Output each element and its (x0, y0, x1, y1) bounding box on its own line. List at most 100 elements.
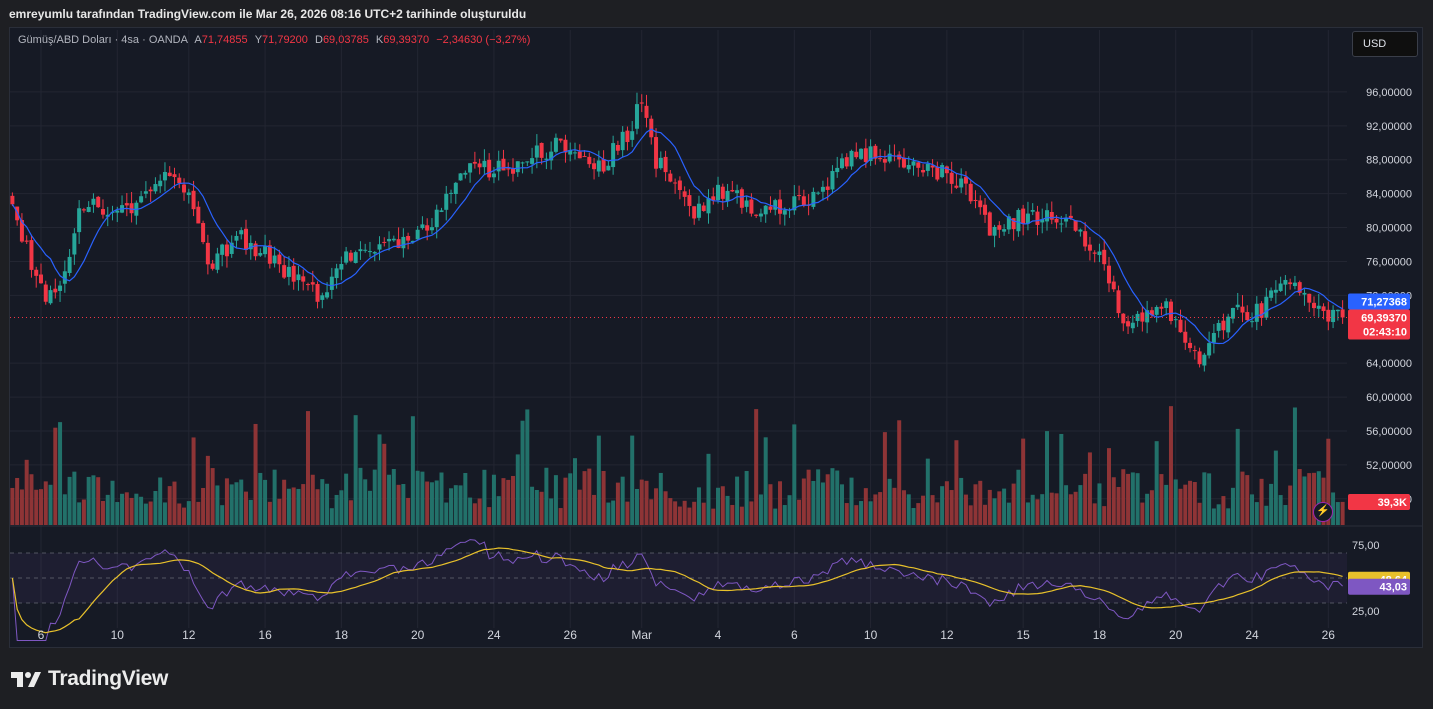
volume-bar (849, 477, 854, 525)
candle-body (754, 214, 759, 216)
candle-body (1173, 319, 1178, 321)
candle-body (1254, 303, 1259, 322)
volume-bar (110, 480, 115, 525)
symbol-name[interactable]: Gümüş/ABD Doları · 4sa · OANDA (18, 34, 188, 46)
candle-body (1073, 220, 1078, 231)
volume-bar (739, 506, 744, 525)
candle-body (1221, 320, 1226, 331)
candle-body (115, 210, 120, 213)
volume-bar (162, 502, 167, 525)
candle-body (801, 196, 806, 206)
volume-bar (1106, 448, 1111, 525)
volume-bar (1054, 493, 1059, 525)
volume-bar (506, 479, 511, 525)
last-price-badge-text: 69,39370 (1361, 312, 1407, 324)
candle-body (377, 244, 382, 250)
volume-bar (1035, 499, 1040, 525)
candle-body (305, 284, 310, 286)
candle-body (24, 240, 29, 242)
candle-body (906, 164, 911, 170)
volume-bar (1102, 506, 1107, 525)
candle-body (615, 144, 620, 151)
volume-bar (372, 469, 377, 525)
candle-body (1326, 309, 1331, 322)
candle-body (816, 192, 821, 194)
volume-bar (534, 489, 539, 525)
candle-body (1178, 319, 1183, 333)
volume-bar (215, 485, 220, 525)
volume-bar (1245, 475, 1250, 525)
volume-bar (744, 470, 749, 525)
candle-body (553, 137, 558, 152)
volume-bar (1021, 438, 1026, 525)
candle-body (67, 256, 72, 273)
candle-body (291, 265, 296, 282)
volume-bar (844, 503, 849, 525)
close-value: 69,39370 (383, 34, 430, 46)
volume-bar (468, 497, 473, 525)
volume-bar (401, 484, 406, 525)
time-tick-label: 12 (182, 628, 196, 642)
volume-bar (1092, 503, 1097, 525)
volume-bar (572, 458, 577, 525)
volume-bar (949, 490, 954, 525)
price-tick-label: 96,00000 (1366, 87, 1412, 99)
lightning-icon[interactable]: ⚡ (1313, 502, 1333, 522)
candle-body (1278, 283, 1283, 291)
candle-body (1049, 211, 1054, 220)
volume-bar (234, 482, 239, 525)
volume-bar (1211, 508, 1216, 525)
candle-body (916, 162, 921, 168)
tradingview-logo[interactable]: TradingView (11, 667, 168, 691)
volume-bar (1297, 469, 1302, 525)
candle-body (520, 162, 525, 164)
candle-body (434, 209, 439, 228)
volume-bar (1087, 452, 1092, 525)
volume-bar (963, 494, 968, 525)
candle-body (682, 191, 687, 197)
volume-bar (19, 489, 24, 525)
currency-button[interactable]: USD (1352, 31, 1418, 57)
volume-bar (296, 488, 301, 525)
volume-bar (1221, 496, 1226, 525)
candle-body (253, 243, 258, 257)
candle-body (515, 161, 520, 173)
volume-bar (1006, 502, 1011, 525)
volume-bar (544, 467, 549, 525)
volume-bar (611, 500, 616, 525)
volume-bar (549, 498, 554, 525)
candle-body (139, 196, 144, 203)
volume-bar (515, 454, 520, 525)
chart-caption: emreyumlu tarafından TradingView.com ile… (9, 7, 527, 21)
candle-body (48, 290, 53, 304)
candle-body (606, 165, 611, 171)
volume-bar (987, 489, 992, 525)
price-tick-label: 60,00000 (1366, 392, 1412, 404)
candle-body (1259, 303, 1264, 318)
chart-frame[interactable] (9, 27, 1423, 648)
candle-body (387, 238, 392, 242)
volume-bar (716, 487, 721, 525)
time-tick-label: 10 (111, 628, 125, 642)
volume-bar (53, 427, 58, 525)
volume-bar (58, 422, 63, 525)
change-value: −2,34630 (−3,27%) (436, 34, 531, 46)
candle-body (1192, 350, 1197, 352)
volume-bar (1178, 488, 1183, 525)
volume-bar (692, 501, 697, 525)
symbol-legend[interactable]: Gümüş/ABD Doları · 4sa · OANDA A71,74855… (18, 34, 530, 46)
volume-bar (81, 499, 86, 525)
volume-bar (339, 490, 344, 525)
volume-bar (906, 494, 911, 525)
candle-body (711, 196, 716, 201)
candle-body (863, 148, 868, 163)
rsi-badge-bg (1348, 578, 1410, 595)
candle-body (1216, 322, 1221, 331)
volume-bar (763, 437, 768, 525)
volume-bar (458, 485, 463, 525)
volume-bar (429, 482, 434, 525)
candle-body (239, 230, 244, 235)
rsi-ma-line (11, 547, 1343, 634)
volume-bar (563, 477, 568, 525)
